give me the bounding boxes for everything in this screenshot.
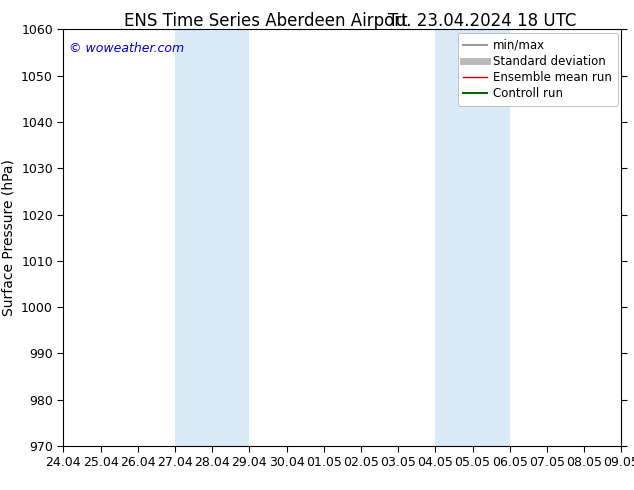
Bar	[436, 29, 510, 446]
Text: Tu. 23.04.2024 18 UTC: Tu. 23.04.2024 18 UTC	[387, 12, 576, 30]
Legend: min/max, Standard deviation, Ensemble mean run, Controll run: min/max, Standard deviation, Ensemble me…	[458, 33, 618, 106]
Text: ENS Time Series Aberdeen Airport: ENS Time Series Aberdeen Airport	[124, 12, 408, 30]
Bar	[175, 29, 249, 446]
Y-axis label: Surface Pressure (hPa): Surface Pressure (hPa)	[1, 159, 16, 316]
Text: © woweather.com: © woweather.com	[69, 42, 184, 55]
